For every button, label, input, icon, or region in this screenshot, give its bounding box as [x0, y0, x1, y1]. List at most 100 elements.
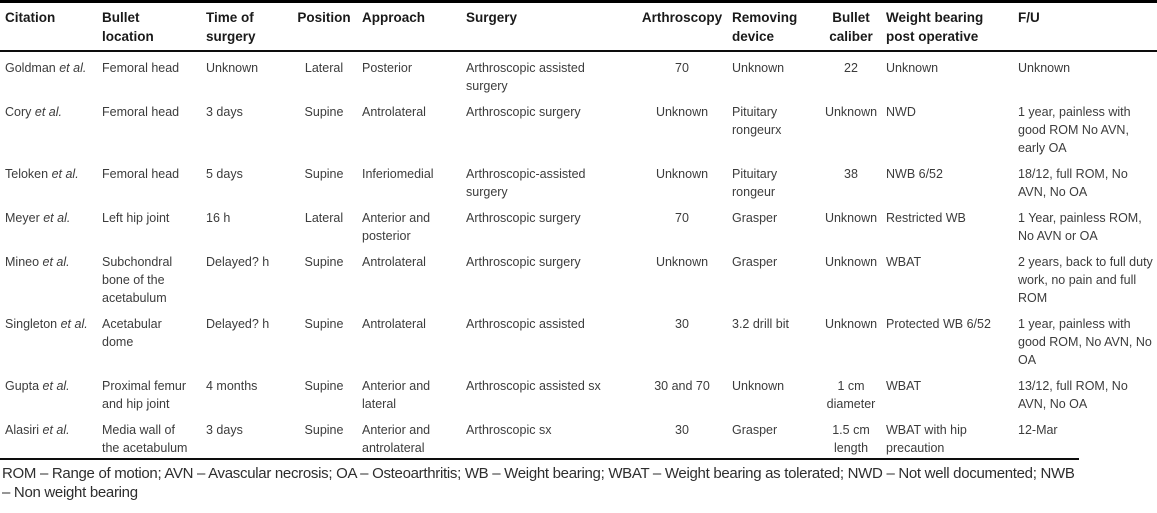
cell-position: Lateral — [304, 211, 344, 225]
cell-bullet-location: Proximal femur and hip joint — [102, 379, 187, 411]
cell-citation: Goldman et al. — [0, 51, 100, 96]
cell-approach: Antrolateral — [362, 255, 426, 269]
cell-f-u: 2 years, back to full duty work, no pain… — [1018, 255, 1153, 305]
cell-f-u: 1 year, painless with good ROM No AVN, e… — [1018, 105, 1131, 155]
cell-citation: Gupta et al. — [0, 370, 100, 414]
cell-position: Supine — [304, 255, 344, 269]
cell-time-of-surgery: 3 days — [206, 105, 243, 119]
cell-arthroscopy: 30 — [675, 423, 689, 437]
table-row: Goldman et al. Femoral head Unknown Lateral… — [0, 51, 1157, 96]
cell-position: Supine — [304, 105, 344, 119]
table-row: Cory et al. Femoral head 3 days Supine Antro… — [0, 96, 1157, 158]
cell-citation: Alasiri et al. — [0, 414, 100, 458]
cell-removing-device: Pituitary rongeur — [732, 167, 778, 199]
cell-surgery: Arthroscopic sx — [466, 423, 552, 437]
case-series-table: Citation Bullet location Time of surgery Po… — [0, 0, 1157, 458]
cell-f-u: 1 Year, painless ROM, No AVN or OA — [1018, 211, 1142, 243]
cell-position: Supine — [304, 423, 344, 437]
citation-name: Goldman — [5, 61, 56, 75]
cell-bullet-location: Femoral head — [102, 61, 180, 75]
cell-citation: Mineo et al. — [0, 246, 100, 308]
cell-time-of-surgery: Unknown — [206, 61, 259, 75]
cell-approach: Inferiomedial — [362, 167, 434, 181]
cell-position: Supine — [304, 167, 344, 181]
citation-etal: et al. — [34, 105, 62, 119]
cell-arthroscopy: 30 — [675, 317, 689, 331]
cell-position: Supine — [304, 317, 344, 331]
cell-bullet-location: Acetabular dome — [102, 317, 162, 349]
cell-removing-device: Unknown — [732, 61, 785, 75]
cell-f-u: 1 year, painless with good ROM, No AVN, … — [1018, 317, 1152, 367]
cell-removing-device: 3.2 drill bit — [732, 317, 789, 331]
cell-weight-bearing-post-operative: Protected WB 6/52 — [886, 317, 991, 331]
cell-removing-device: Grasper — [732, 211, 778, 225]
cell-time-of-surgery: 4 months — [206, 379, 258, 393]
cell-f-u: Unknown — [1018, 61, 1071, 75]
cell-arthroscopy: 70 — [675, 61, 689, 75]
citation-name: Meyer — [5, 211, 40, 225]
cell-time-of-surgery: 16 h — [206, 211, 231, 225]
cell-citation: Cory et al. — [0, 96, 100, 158]
cell-citation: Meyer et al. — [0, 202, 100, 246]
cell-removing-device: Pituitary rongeurx — [732, 105, 782, 137]
citation-etal: et al. — [51, 167, 79, 181]
cell-surgery: Arthroscopic surgery — [466, 255, 581, 269]
citation-etal: et al. — [42, 255, 70, 269]
cell-approach: Antrolateral — [362, 105, 426, 119]
table-header-row: Citation Bullet location Time of surgery Po… — [0, 1, 1157, 52]
citation-name: Gupta — [5, 379, 40, 393]
cell-weight-bearing-post-operative: WBAT — [886, 379, 922, 393]
abbreviations-footnote: ROM – Range of motion; AVN – Avascular n… — [0, 458, 1079, 502]
column-header-approach: Approach — [360, 1, 464, 52]
cell-removing-device: Grasper — [732, 423, 778, 437]
citation-etal: et al. — [43, 211, 71, 225]
cell-bullet-caliber: 1 cm diameter — [826, 379, 876, 411]
cell-arthroscopy: Unknown — [655, 255, 709, 269]
cell-bullet-caliber: 22 — [844, 61, 858, 75]
cell-surgery: Arthroscopic assisted — [466, 317, 585, 331]
cell-surgery: Arthroscopic surgery — [466, 211, 581, 225]
cell-time-of-surgery: Delayed? h — [206, 317, 270, 331]
column-header-f-u: F/U — [1016, 1, 1157, 52]
cell-removing-device: Unknown — [732, 379, 785, 393]
table-row: Meyer et al. Left hip joint 16 h Lateral Ant… — [0, 202, 1157, 246]
cell-weight-bearing-post-operative: Unknown — [886, 61, 939, 75]
cell-bullet-caliber: 38 — [844, 167, 858, 181]
cell-bullet-caliber: Unknown — [824, 105, 878, 119]
table-row: Singleton et al. Acetabular dome Delayed? … — [0, 308, 1157, 370]
table-row: Teloken et al. Femoral head 5 days Supine In… — [0, 158, 1157, 202]
cell-f-u: 18/12, full ROM, No AVN, No OA — [1018, 167, 1128, 199]
table-body: Goldman et al. Femoral head Unknown Lateral… — [0, 51, 1157, 458]
citation-etal: et al. — [42, 423, 70, 437]
column-header-bullet-caliber: Bullet caliber — [818, 1, 884, 52]
cell-surgery: Arthroscopic surgery — [466, 105, 581, 119]
cell-weight-bearing-post-operative: NWB 6/52 — [886, 167, 943, 181]
cell-surgery: Arthroscopic assisted sx — [466, 379, 601, 393]
cell-time-of-surgery: Delayed? h — [206, 255, 270, 269]
cell-bullet-location: Left hip joint — [102, 211, 170, 225]
citation-name: Alasiri — [5, 423, 40, 437]
cell-time-of-surgery: 3 days — [206, 423, 243, 437]
citation-name: Cory — [5, 105, 32, 119]
cell-arthroscopy: 70 — [675, 211, 689, 225]
cell-position: Supine — [304, 379, 344, 393]
citation-name: Singleton — [5, 317, 58, 331]
cell-bullet-caliber: 1.5 cm length — [832, 423, 870, 455]
cell-f-u: 12-Mar — [1018, 423, 1058, 437]
table-row: Alasiri et al. Media wall of the acetabul… — [0, 414, 1157, 458]
cell-approach: Posterior — [362, 61, 413, 75]
column-header-weight-bearing-post-operative: Weight bearing post operative — [884, 1, 1016, 52]
cell-weight-bearing-post-operative: NWD — [886, 105, 916, 119]
cell-removing-device: Grasper — [732, 255, 778, 269]
cell-citation: Teloken et al. — [0, 158, 100, 202]
column-header-citation: Citation — [0, 1, 100, 52]
cell-arthroscopy: 30 and 70 — [654, 379, 710, 393]
cell-approach: Anterior and lateral — [362, 379, 431, 411]
cell-surgery: Arthroscopic assisted surgery — [466, 61, 585, 93]
cell-bullet-caliber: Unknown — [824, 317, 878, 331]
cell-surgery: Arthroscopic-assisted surgery — [466, 167, 586, 199]
cell-bullet-location: Media wall of the acetabulum — [102, 423, 188, 455]
cell-arthroscopy: Unknown — [655, 105, 709, 119]
cell-weight-bearing-post-operative: WBAT with hip precaution — [886, 423, 967, 455]
column-header-removing-device: Removing device — [730, 1, 818, 52]
